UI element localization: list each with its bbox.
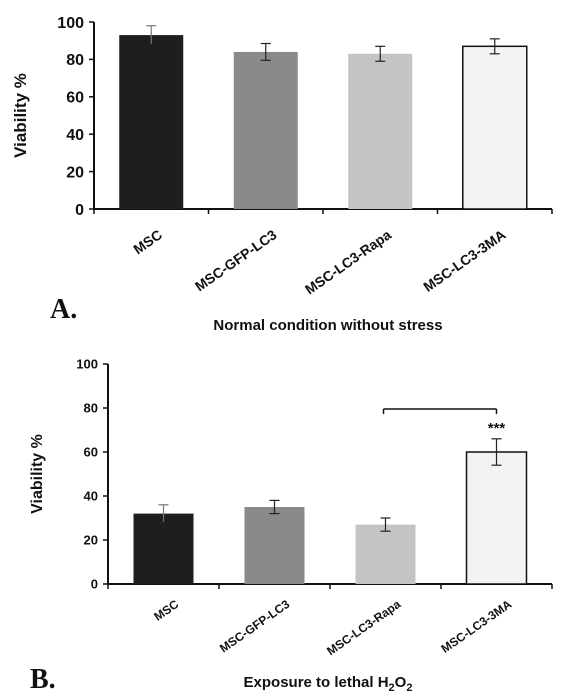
panel-a-title: Normal condition without stress xyxy=(213,317,442,334)
panel-a-y-tick-label: 20 xyxy=(66,164,84,181)
panel-b-category-label: MSC-LC3-Rapa xyxy=(324,597,403,658)
panel-b-y-tick-label: 60 xyxy=(84,445,98,460)
panel-a-chart: 0 20 40 60 80 100 Viability % MSC MSC-GFP-LC3 MSC… xyxy=(11,15,553,297)
panel-b-bar xyxy=(465,451,528,585)
panel-a-category-label: MSC-GFP-LC3 xyxy=(192,226,280,294)
panel-a-y-tick-label: 100 xyxy=(57,15,84,32)
panel-a-y-tick-label: 60 xyxy=(66,90,84,107)
panel-a-bar xyxy=(348,53,413,209)
panel-a-y-tick-label: 40 xyxy=(66,127,84,144)
panel-a-bar xyxy=(233,51,298,209)
panel-b-y-tick-label: 80 xyxy=(84,401,98,416)
panel-b-category-label: MSC-LC3-3MA xyxy=(438,597,514,656)
panel-a-y-tick-label: 0 xyxy=(75,202,84,219)
panel-a-label: A. xyxy=(50,294,77,325)
panel-b-y-tick-label: 0 xyxy=(91,577,98,592)
panel-b-y-tick-label: 40 xyxy=(84,489,98,504)
panel-a-y-tick-label: 80 xyxy=(66,52,84,69)
panel-a-y-axis-label: Viability % xyxy=(11,73,30,158)
panel-a-bar xyxy=(119,35,184,210)
panel-a-category-label: MSC-LC3-Rapa xyxy=(302,226,394,297)
panel-b-bar xyxy=(355,524,416,584)
panel-b-y-tick-label: 20 xyxy=(84,533,98,548)
panel-b-category-label: MSC xyxy=(151,597,181,624)
panel-a-bar xyxy=(462,45,528,210)
panel-a-category-label: MSC xyxy=(130,226,165,257)
panel-b-y-tick-label: 100 xyxy=(76,357,98,372)
panel-b-y-axis-label: Viability % xyxy=(29,434,46,514)
panel-b-significance-label: *** xyxy=(488,420,506,437)
panel-b-category-label: MSC-GFP-LC3 xyxy=(217,597,292,656)
panel-b-chart: 0 20 40 60 80 100 Viability % MSC MSC-GFP-LC3 MSC… xyxy=(29,357,553,658)
panel-b-title: Exposure to lethal H2O2 xyxy=(244,674,413,693)
panel-b-label: B. xyxy=(30,664,56,693)
panel-b-bar xyxy=(244,507,305,584)
panel-a-category-label: MSC-LC3-3MA xyxy=(420,226,508,294)
panel-b-bar xyxy=(133,513,194,584)
